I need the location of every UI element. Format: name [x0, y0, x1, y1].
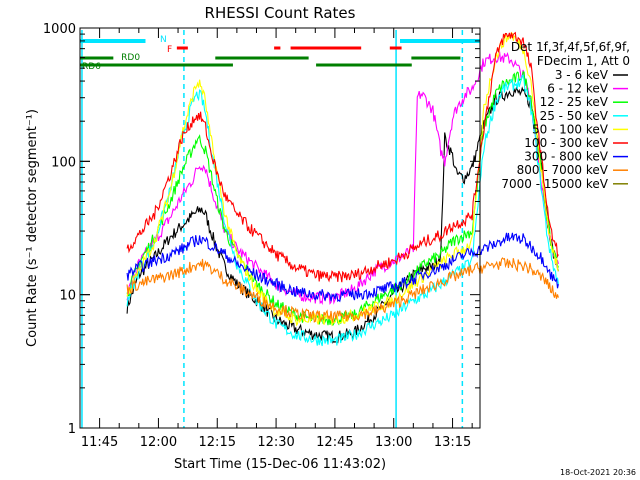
x-tick-label: 12:15 — [199, 435, 236, 450]
instrument-flag-bars: NF RD0 RD6 — [80, 30, 480, 428]
series-line — [126, 257, 559, 323]
x-tick-label: 12:30 — [257, 435, 294, 450]
axes — [79, 27, 481, 429]
y-tick-label: 100 — [51, 155, 76, 170]
series-line — [126, 74, 559, 347]
x-tick-label: 13:15 — [434, 435, 471, 450]
legend-header-line-1: Det 1f,3f,4f,5f,6f,9f, — [511, 40, 630, 54]
x-tick-label: 13:00 — [375, 435, 412, 450]
generation-timestamp: 18-Oct-2021 20:36 — [560, 468, 636, 477]
legend-label: 25 - 50 keV — [540, 109, 609, 123]
y-axis-label: Count Rate (s⁻¹ detector segment⁻¹) — [25, 109, 40, 347]
x-tick-label: 12:45 — [316, 435, 353, 450]
legend: Det 1f,3f,4f,5f,6f,9f, FDecim 1, Att 0 3… — [501, 40, 630, 191]
plot-frame — [79, 27, 481, 429]
legend-label: 7000 - 15000 keV — [501, 177, 608, 191]
legend-label: 100 - 300 keV — [524, 136, 608, 150]
x-tick-labels: 11:45 12:00 12:15 12:30 12:45 13:00 13:15 — [81, 435, 471, 450]
legend-label: 300 - 800 keV — [524, 150, 608, 164]
flag-label: N — [160, 35, 167, 45]
series-line — [126, 86, 559, 344]
y-tick-label: 10 — [59, 289, 76, 304]
series-line — [126, 31, 559, 283]
series-line — [126, 71, 559, 326]
flag-label: F — [167, 45, 172, 55]
legend-label: 3 - 6 keV — [555, 68, 609, 82]
series-line — [126, 51, 559, 305]
x-axis-label: Start Time (15-Dec-06 11:43:02) — [174, 457, 386, 472]
chart-title: RHESSI Count Rates — [205, 4, 356, 22]
series-line — [126, 232, 559, 303]
x-tick-label: 11:45 — [81, 435, 118, 450]
legend-label: 50 - 100 keV — [532, 122, 609, 136]
y-tick-label: 1000 — [43, 22, 76, 37]
legend-label: 6 - 12 keV — [547, 82, 609, 96]
legend-label: 800 - 7000 keV — [517, 163, 609, 177]
legend-header-line-2: FDecim 1, Att 0 — [537, 54, 630, 68]
y-tick-labels: 1 10 100 1000 — [43, 22, 76, 437]
series-line — [126, 31, 559, 327]
flag-label: RD0 — [121, 53, 140, 63]
legend-label: 12 - 25 keV — [540, 95, 609, 109]
flag-label: RD6 — [82, 62, 101, 72]
plot-lines — [126, 31, 559, 347]
x-tick-label: 12:00 — [140, 435, 177, 450]
y-tick-label: 1 — [68, 422, 76, 437]
